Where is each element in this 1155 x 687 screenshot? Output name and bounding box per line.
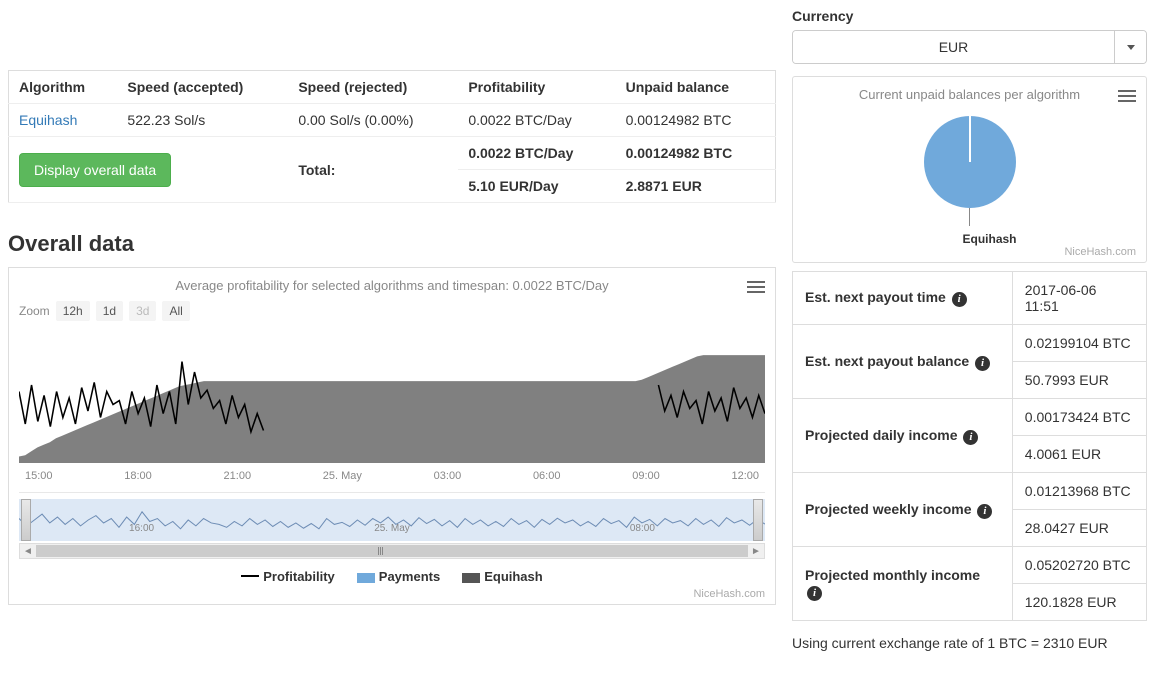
x-tick: 15:00: [25, 470, 53, 482]
projection-value: 4.0061 EUR: [1012, 436, 1146, 473]
projection-value: 2017-06-06 11:51: [1012, 272, 1146, 325]
chart-brand: NiceHash.com: [19, 588, 765, 600]
algorithm-table: Algorithm Speed (accepted) Speed (reject…: [8, 70, 776, 203]
col-unpaid-balance: Unpaid balance: [616, 71, 776, 104]
col-profitability: Profitability: [458, 71, 615, 104]
cell-profitability: 0.0022 BTC/Day: [458, 104, 615, 137]
projection-value: 0.00173424 BTC: [1012, 399, 1146, 436]
x-tick: 25. May: [323, 470, 362, 482]
chart-legend: Profitability Payments Equihash: [19, 559, 765, 588]
exchange-rate-footnote: Using current exchange rate of 1 BTC = 2…: [792, 635, 1147, 651]
x-tick: 09:00: [632, 470, 660, 482]
cell-unpaid: 0.00124982 BTC: [616, 104, 776, 137]
info-icon[interactable]: i: [963, 430, 978, 445]
total-balance-eur: 2.8871 EUR: [616, 170, 776, 203]
zoom-label: Zoom: [19, 304, 50, 318]
pie-brand: NiceHash.com: [803, 246, 1136, 258]
zoom-12h[interactable]: 12h: [56, 301, 90, 321]
projection-label: Projected monthly income i: [793, 547, 1013, 621]
chart-card: Average profitability for selected algor…: [8, 267, 776, 605]
nav-tick: 08:00: [630, 523, 655, 534]
projection-value: 28.0427 EUR: [1012, 510, 1146, 547]
info-icon[interactable]: i: [807, 586, 822, 601]
zoom-controls: Zoom 12h 1d 3d All: [19, 301, 765, 321]
chevron-down-icon[interactable]: [1114, 31, 1146, 63]
navigator-scrollbar[interactable]: ◄ ►: [19, 543, 765, 559]
navigator-x-axis: 16:00 25. May 08:00: [19, 523, 765, 534]
cell-speed-accepted: 522.23 Sol/s: [117, 104, 288, 137]
navigator-chart[interactable]: 16:00 25. May 08:00: [19, 499, 765, 541]
zoom-all[interactable]: All: [162, 301, 189, 321]
legend-payments[interactable]: Payments: [357, 569, 440, 584]
total-balance-btc: 0.00124982 BTC: [616, 137, 776, 170]
pie-chart[interactable]: [924, 116, 1016, 208]
display-overall-button[interactable]: Display overall data: [19, 153, 171, 187]
projections-table: Est. next payout time i2017-06-06 11:51E…: [792, 271, 1147, 621]
scroll-left-icon[interactable]: ◄: [20, 546, 36, 557]
col-speed-rejected: Speed (rejected): [288, 71, 458, 104]
table-row: Projected monthly income i0.05202720 BTC: [793, 547, 1147, 584]
projection-value: 120.1828 EUR: [1012, 584, 1146, 621]
info-icon[interactable]: i: [977, 504, 992, 519]
legend-equihash[interactable]: Equihash: [462, 569, 543, 584]
projection-value: 0.02199104 BTC: [1012, 325, 1146, 362]
main-chart[interactable]: [19, 333, 765, 463]
projection-value: 50.7993 EUR: [1012, 362, 1146, 399]
info-icon[interactable]: i: [952, 292, 967, 307]
projection-label: Projected daily income i: [793, 399, 1013, 473]
currency-dropdown[interactable]: EUR: [792, 30, 1147, 64]
chart-x-axis: 15:00 18:00 21:00 25. May 03:00 06:00 09…: [19, 466, 765, 492]
projection-value: 0.01213968 BTC: [1012, 473, 1146, 510]
projection-label: Projected weekly income i: [793, 473, 1013, 547]
chart-menu-icon[interactable]: [747, 278, 765, 296]
nav-tick: 25. May: [374, 523, 410, 534]
currency-label: Currency: [792, 8, 1147, 24]
algorithm-link[interactable]: Equihash: [19, 112, 77, 128]
table-row: Est. next payout balance i0.02199104 BTC: [793, 325, 1147, 362]
x-tick: 06:00: [533, 470, 561, 482]
col-algorithm: Algorithm: [9, 71, 118, 104]
navigator-handle-left[interactable]: [21, 499, 31, 541]
overall-data-title: Overall data: [8, 231, 776, 257]
pie-slice-label: Equihash: [962, 232, 1016, 246]
projection-label: Est. next payout balance i: [793, 325, 1013, 399]
nav-tick: 16:00: [129, 523, 154, 534]
pie-menu-icon[interactable]: [1118, 87, 1136, 105]
total-label: Total:: [288, 137, 458, 203]
x-tick: 18:00: [124, 470, 152, 482]
projection-label: Est. next payout time i: [793, 272, 1013, 325]
total-profit-btc: 0.0022 BTC/Day: [458, 137, 615, 170]
table-row: Est. next payout time i2017-06-06 11:51: [793, 272, 1147, 325]
legend-profitability[interactable]: Profitability: [241, 569, 335, 584]
pie-title: Current unpaid balances per algorithm: [803, 87, 1136, 102]
table-row: Equihash 522.23 Sol/s 0.00 Sol/s (0.00%)…: [9, 104, 776, 137]
col-speed-accepted: Speed (accepted): [117, 71, 288, 104]
x-tick: 12:00: [731, 470, 759, 482]
table-row: Projected daily income i0.00173424 BTC: [793, 399, 1147, 436]
zoom-1d[interactable]: 1d: [96, 301, 123, 321]
navigator-svg: [19, 499, 765, 541]
info-icon[interactable]: i: [975, 356, 990, 371]
total-profit-eur: 5.10 EUR/Day: [458, 170, 615, 203]
projection-value: 0.05202720 BTC: [1012, 547, 1146, 584]
x-tick: 03:00: [434, 470, 462, 482]
x-tick: 21:00: [224, 470, 252, 482]
zoom-3d[interactable]: 3d: [129, 301, 156, 321]
scroll-right-icon[interactable]: ►: [748, 546, 764, 557]
pie-card: Current unpaid balances per algorithm Eq…: [792, 76, 1147, 263]
navigator-handle-right[interactable]: [753, 499, 763, 541]
chart-title: Average profitability for selected algor…: [19, 278, 765, 293]
table-row: Projected weekly income i0.01213968 BTC: [793, 473, 1147, 510]
currency-selected: EUR: [793, 31, 1114, 63]
currency-selector: Currency EUR: [792, 8, 1147, 64]
cell-speed-rejected: 0.00 Sol/s (0.00%): [288, 104, 458, 137]
